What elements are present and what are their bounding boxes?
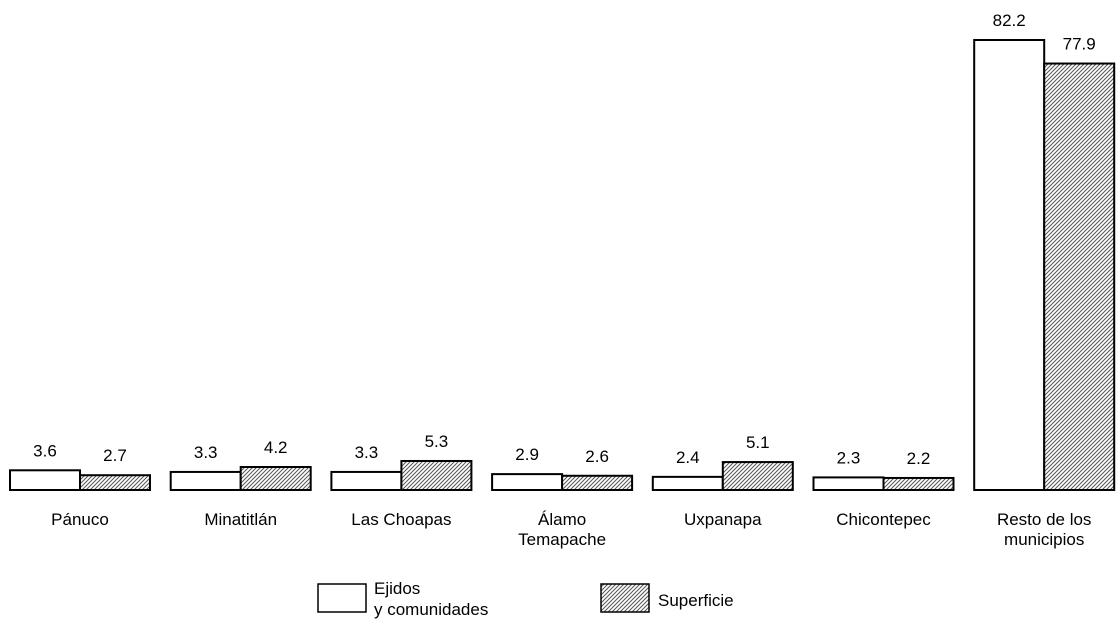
legend-label: Ejidos y comunidades (374, 579, 488, 619)
category-label-line: Pánuco (51, 510, 109, 529)
data-label: 3.6 (33, 441, 57, 460)
category-label-line: municipios (1004, 530, 1084, 549)
legend-swatch-ejidos (317, 583, 367, 613)
category-label-line: Uxpanapa (684, 510, 762, 529)
legend-label-line: y comunidades (374, 600, 488, 619)
category-label-line: Temapache (518, 530, 606, 549)
legend-label-line: Ejidos (374, 579, 420, 598)
category-label: Las Choapas (351, 510, 451, 529)
data-label: 2.6 (585, 447, 609, 466)
category-label-line: Chicontepec (836, 510, 931, 529)
category-label: Pánuco (51, 510, 109, 529)
data-label: 3.3 (194, 443, 218, 462)
legend-label-line: Superficie (658, 591, 734, 610)
data-label: 2.4 (676, 448, 700, 467)
data-label: 4.2 (264, 438, 288, 457)
category-label: Chicontepec (836, 510, 931, 529)
bar-ejidos-2 (330, 470, 403, 491)
plot-area: 3.6 2.7 Pánuco 3.3 4.2 Minatitlán 3.3 5.3 Las Ch… (9, 11, 1116, 549)
data-label: 5.1 (746, 433, 770, 452)
legend: Ejidos y comunidades Superficie (317, 579, 734, 619)
legend-swatch-superficie (600, 583, 650, 613)
category-label: Álamo Temapache (518, 510, 606, 549)
bar-superficie-1 (239, 466, 312, 491)
bar-ejidos-5 (812, 476, 885, 491)
data-label: 2.9 (515, 445, 539, 464)
bar-ejidos-3 (491, 473, 564, 491)
category-label-line: Las Choapas (351, 510, 451, 529)
data-label: 5.3 (425, 432, 449, 451)
legend-label: Superficie (658, 591, 734, 610)
category-label-line: Álamo (538, 510, 586, 529)
bar-superficie-5 (882, 476, 955, 492)
data-label: 2.3 (837, 448, 861, 467)
category-label: Resto de los municipios (997, 510, 1092, 549)
bar-superficie-0 (79, 474, 151, 491)
data-label: 2.7 (103, 446, 127, 465)
bar-ejidos-1 (169, 470, 242, 491)
data-label: 77.9 (1063, 35, 1096, 54)
bar-ejidos-0 (9, 469, 81, 491)
data-label: 3.3 (355, 443, 379, 462)
category-label-line: Minatitlán (204, 510, 277, 529)
data-label: 2.2 (907, 449, 931, 468)
bar-superficie-4 (721, 461, 794, 491)
bar-superficie-3 (561, 474, 634, 491)
category-label: Minatitlán (204, 510, 277, 529)
bar-ejidos-4 (651, 475, 724, 492)
bar-superficie-6 (1043, 62, 1116, 491)
category-label: Uxpanapa (684, 510, 762, 529)
data-label: 82.2 (993, 11, 1026, 30)
category-label-line: Resto de los (997, 510, 1092, 529)
bar-ejidos-6 (973, 39, 1046, 491)
bar-superficie-2 (400, 459, 473, 492)
